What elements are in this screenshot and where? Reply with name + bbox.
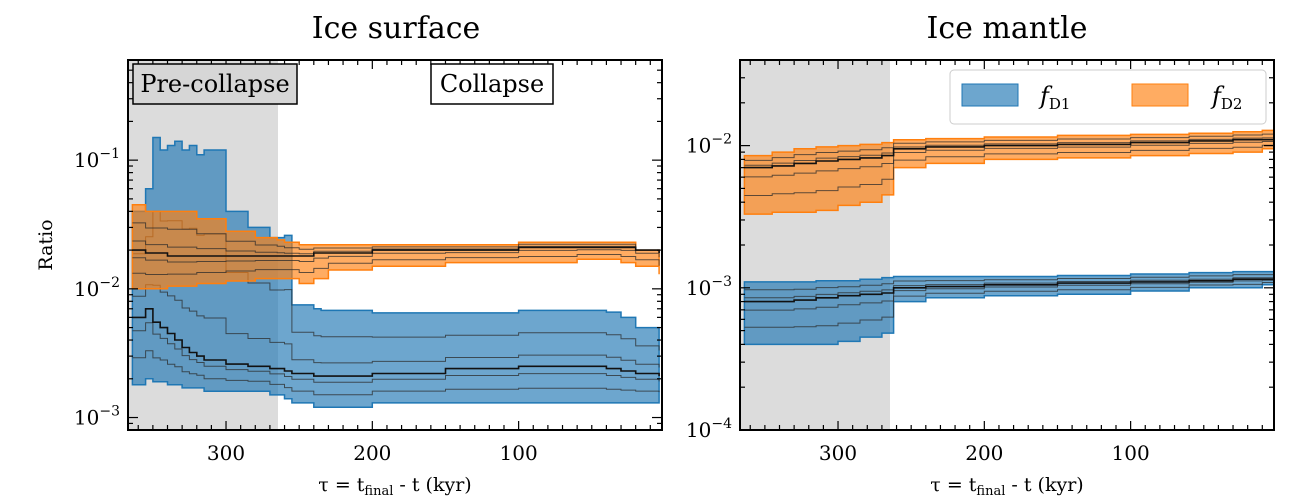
trajectory-fd2-3 [132,240,660,255]
y-tick-label: 10−2 [686,132,732,158]
shaded-region-pre-collapse [740,60,890,430]
trajectory-fd1-2 [744,279,1274,311]
x-tick-label: 200 [353,441,391,465]
ice-mantle-panel: Ice mantle 300 200 100 10−4 10−3 10−2 fD1 fD2… [686,11,1275,499]
legend-swatch-fd1 [961,83,1019,107]
x-tick-label: 200 [965,441,1003,465]
trajectory-fd2-3 [744,137,1274,166]
legend: fD1 fD2 [949,69,1267,125]
x-tick-label: 100 [500,441,538,465]
plot-frame [127,59,663,431]
trajectory-fd1-2 [132,322,660,383]
trajectory-fd2-4 [744,133,1274,161]
median-line-fd1 [132,308,660,377]
x-tick-label: 300 [207,441,245,465]
trajectory-fd1-4 [744,274,1274,291]
median-line-fd2 [132,246,660,257]
trajectory-fd2-4 [132,222,660,253]
trajectory-fd2-1 [132,254,660,275]
trajectory-fd2-2 [744,141,1274,178]
trajectory-fd1-1 [744,282,1274,328]
median-line-fd1 [744,278,1274,303]
y-tick-label: 10−2 [74,275,120,301]
pre-collapse-annotation: Pre-collapse [132,63,298,105]
panel-title: Ice surface [312,11,481,46]
y-axis-label: Ratio [35,219,57,270]
median-line-fd2 [744,138,1274,169]
trajectory-fd1-3 [744,277,1274,299]
y-tick-label: 10−3 [74,404,120,430]
ice-surface-panel: Ice surface 300 200 100 10−3 10−2 10−1 Pre-co… [35,11,663,499]
legend-swatch-fd2 [1131,83,1189,107]
x-axis-label: τ = tfinal - t (kyr) [930,474,1083,499]
panel-title: Ice mantle [926,11,1087,46]
collapse-label: Collapse [440,70,544,98]
band-fd1 [131,136,660,409]
band-fd2 [743,129,1274,215]
trajectory-fd1-3 [132,284,660,368]
y-tick-label: 10−4 [686,416,732,442]
y-tick-label: 10−3 [686,274,732,300]
x-axis-label: τ = tfinal - t (kyr) [318,474,471,499]
x-tick-label: 300 [819,441,857,465]
y-tick-label: 10−1 [74,146,120,172]
trajectory-fd2-1 [744,144,1274,196]
collapse-annotation: Collapse [430,63,554,105]
legend-label-fd2: fD2 [1210,82,1242,113]
trajectory-fd2-2 [132,249,660,263]
trajectory-fd1-1 [132,350,660,396]
pre-collapse-label: Pre-collapse [140,70,289,98]
x-tick-label: 100 [1112,441,1150,465]
